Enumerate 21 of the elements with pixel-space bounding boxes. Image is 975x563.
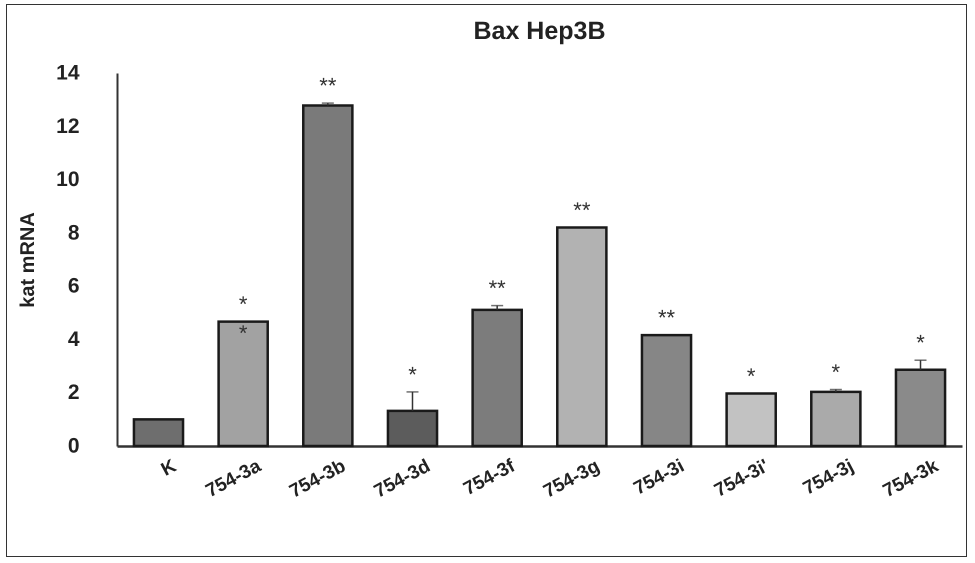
- annotation: **: [319, 73, 337, 98]
- y-tick-label: 6: [68, 274, 80, 298]
- annotation: *: [238, 320, 248, 346]
- y-tick-label: 14: [56, 62, 80, 84]
- y-axis-title: kat mRNA: [17, 212, 40, 308]
- y-tick-label: 12: [56, 114, 80, 138]
- annotation: **: [488, 276, 506, 301]
- annotation: *: [832, 360, 841, 385]
- chart-title: Bax Hep3B: [474, 17, 606, 45]
- x-tick-label: K: [158, 455, 180, 481]
- y-tick-label: 10: [56, 168, 80, 192]
- annotation: **: [658, 305, 676, 330]
- y-tick-label: 0: [68, 434, 80, 458]
- annotation: **: [573, 198, 591, 223]
- y-tick-label: 4: [68, 328, 80, 351]
- y-tick-label: 8: [68, 221, 80, 244]
- annotation: *: [746, 364, 756, 389]
- annotation: *: [238, 292, 248, 317]
- annotation: *: [408, 362, 418, 387]
- annotation: *: [916, 330, 926, 356]
- y-tick-label: 2: [68, 381, 80, 404]
